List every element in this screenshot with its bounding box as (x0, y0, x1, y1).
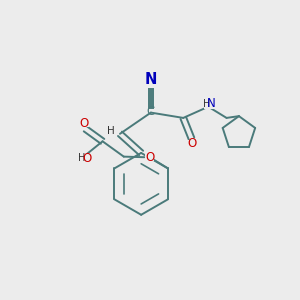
FancyBboxPatch shape (188, 140, 197, 148)
Text: O: O (80, 117, 89, 130)
Text: O: O (188, 137, 197, 150)
Text: H: H (203, 99, 211, 109)
Text: C: C (147, 105, 155, 118)
Text: O: O (82, 152, 92, 165)
Text: H: H (107, 126, 114, 136)
FancyBboxPatch shape (80, 119, 89, 127)
Text: H: H (78, 153, 86, 163)
FancyBboxPatch shape (77, 154, 92, 162)
Text: O: O (145, 151, 154, 164)
Text: N: N (145, 72, 157, 87)
Text: N: N (207, 97, 216, 110)
FancyBboxPatch shape (204, 100, 216, 109)
FancyBboxPatch shape (145, 153, 154, 161)
